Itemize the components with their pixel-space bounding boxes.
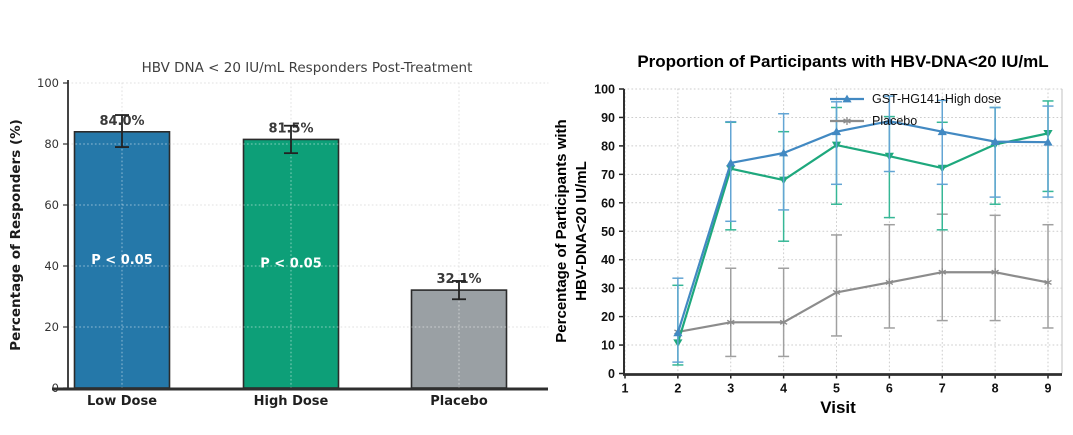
error-bar — [936, 99, 948, 186]
series-gst-hg141-high-dose — [672, 95, 1054, 363]
bar-error-bar — [452, 280, 466, 301]
y-tick-label: 90 — [601, 111, 615, 125]
y-tick-label: 100 — [37, 76, 59, 90]
legend-label-high-dose: GST-HG141-High dose — [872, 92, 1001, 106]
bar-chart: HBV DNA < 20 IU/mL Responders Post-Treat… — [8, 60, 549, 409]
marker-star — [1044, 278, 1052, 287]
error-bar — [778, 267, 790, 358]
legend: GST-HG141-High dose Placebo — [830, 92, 1001, 128]
error-bar — [831, 101, 842, 186]
error-bar — [672, 277, 684, 363]
marker-triangle-up — [1043, 137, 1053, 146]
y-tick-label: 40 — [44, 259, 59, 273]
marker-star — [832, 288, 841, 297]
x-tick-label: 9 — [1045, 382, 1052, 396]
y-tick-label: 20 — [44, 320, 59, 334]
y-tick-label: 30 — [601, 282, 615, 296]
y-tick-label: 0 — [608, 367, 615, 381]
x-tick-label: Placebo — [430, 394, 488, 409]
line-chart-title: Proportion of Participants with HBV-DNA<… — [637, 52, 1048, 71]
error-bar — [1042, 105, 1054, 198]
marker-triangle-up — [831, 127, 842, 136]
bar-chart-plot-area: 02040608010084.0%81.5%32.1%P < 0.05P < 0… — [37, 76, 549, 409]
error-bar — [1042, 223, 1054, 329]
marker-triangle-up — [937, 127, 947, 136]
legend-symbols — [830, 94, 864, 125]
error-bar — [989, 106, 1001, 198]
error-bar — [778, 113, 790, 211]
bar-annotation: P < 0.05 — [260, 257, 322, 272]
bar-annotation: P < 0.05 — [91, 253, 153, 268]
y-tick-label: 10 — [601, 339, 615, 353]
series-line — [676, 132, 1049, 344]
x-tick-label: 8 — [992, 382, 999, 396]
y-tick-label: 20 — [601, 310, 615, 324]
marker-star — [726, 318, 735, 327]
x-tick-label: 1 — [622, 382, 629, 396]
error-bar — [831, 234, 842, 337]
y-tick-label: 60 — [601, 196, 615, 210]
line-chart-plot-area: 0 10 20 30 40 50 60 70 80 90 100 1 2 3 4 5 6 7 8 9 — [594, 83, 1063, 396]
series-placebo — [674, 213, 1054, 358]
x-tick-label: 7 — [939, 382, 946, 396]
marker-triangle-up — [990, 137, 1000, 146]
y-tick-label: 80 — [44, 137, 59, 151]
line-chart-y-axis-label-line1: Percentage of Participants with — [553, 119, 570, 342]
error-bar — [883, 95, 895, 173]
x-tick-label: 4 — [780, 382, 787, 396]
y-tick-label: 40 — [601, 253, 615, 267]
x-tick-label: 3 — [727, 382, 734, 396]
error-bar — [725, 120, 737, 223]
marker-triangle-up — [884, 116, 894, 125]
bar-error-bar — [115, 114, 129, 148]
x-tick-label: 5 — [833, 382, 840, 396]
x-tick-label: 2 — [674, 382, 681, 396]
marker-star — [938, 268, 947, 277]
series-line — [677, 271, 1049, 334]
bar-error-bar — [284, 124, 298, 155]
bar-placebo — [410, 289, 508, 389]
marker-star — [991, 268, 999, 277]
y-tick-label: 50 — [601, 225, 615, 239]
marker-triangle-up — [779, 148, 789, 157]
marker-triangle-up — [673, 328, 683, 337]
bar-chart-y-axis-label: Percentage of Responders (%) — [8, 119, 24, 351]
x-tick-label: 6 — [886, 382, 893, 396]
marker-star — [843, 117, 851, 125]
bar-chart-title: HBV DNA < 20 IU/mL Responders Post-Treat… — [142, 60, 473, 76]
bar-value-label: 32.1% — [436, 272, 481, 287]
y-tick-label: 100 — [594, 83, 615, 97]
error-bar — [725, 267, 737, 358]
marker-star — [779, 318, 788, 327]
series-line — [676, 120, 1049, 334]
y-tick-label: 80 — [601, 139, 615, 153]
legend-label-placebo: Placebo — [872, 114, 917, 128]
x-tick-label: Low Dose — [87, 394, 157, 409]
line-chart-x-axis-label: Visit — [820, 398, 856, 417]
marker-triangle-up — [842, 94, 852, 103]
y-tick-label: 60 — [44, 198, 59, 212]
error-bar — [989, 214, 1001, 322]
marker-star — [885, 278, 894, 287]
marker-triangle-up — [726, 158, 736, 167]
line-chart: Proportion of Participants with HBV-DNA<… — [553, 52, 1063, 417]
y-tick-label: 70 — [601, 168, 615, 182]
x-tick-label: High Dose — [254, 394, 329, 409]
line-chart-y-axis-label-line2: HBV-DNA<20 IU/mL — [573, 161, 590, 301]
error-bar — [883, 223, 895, 329]
